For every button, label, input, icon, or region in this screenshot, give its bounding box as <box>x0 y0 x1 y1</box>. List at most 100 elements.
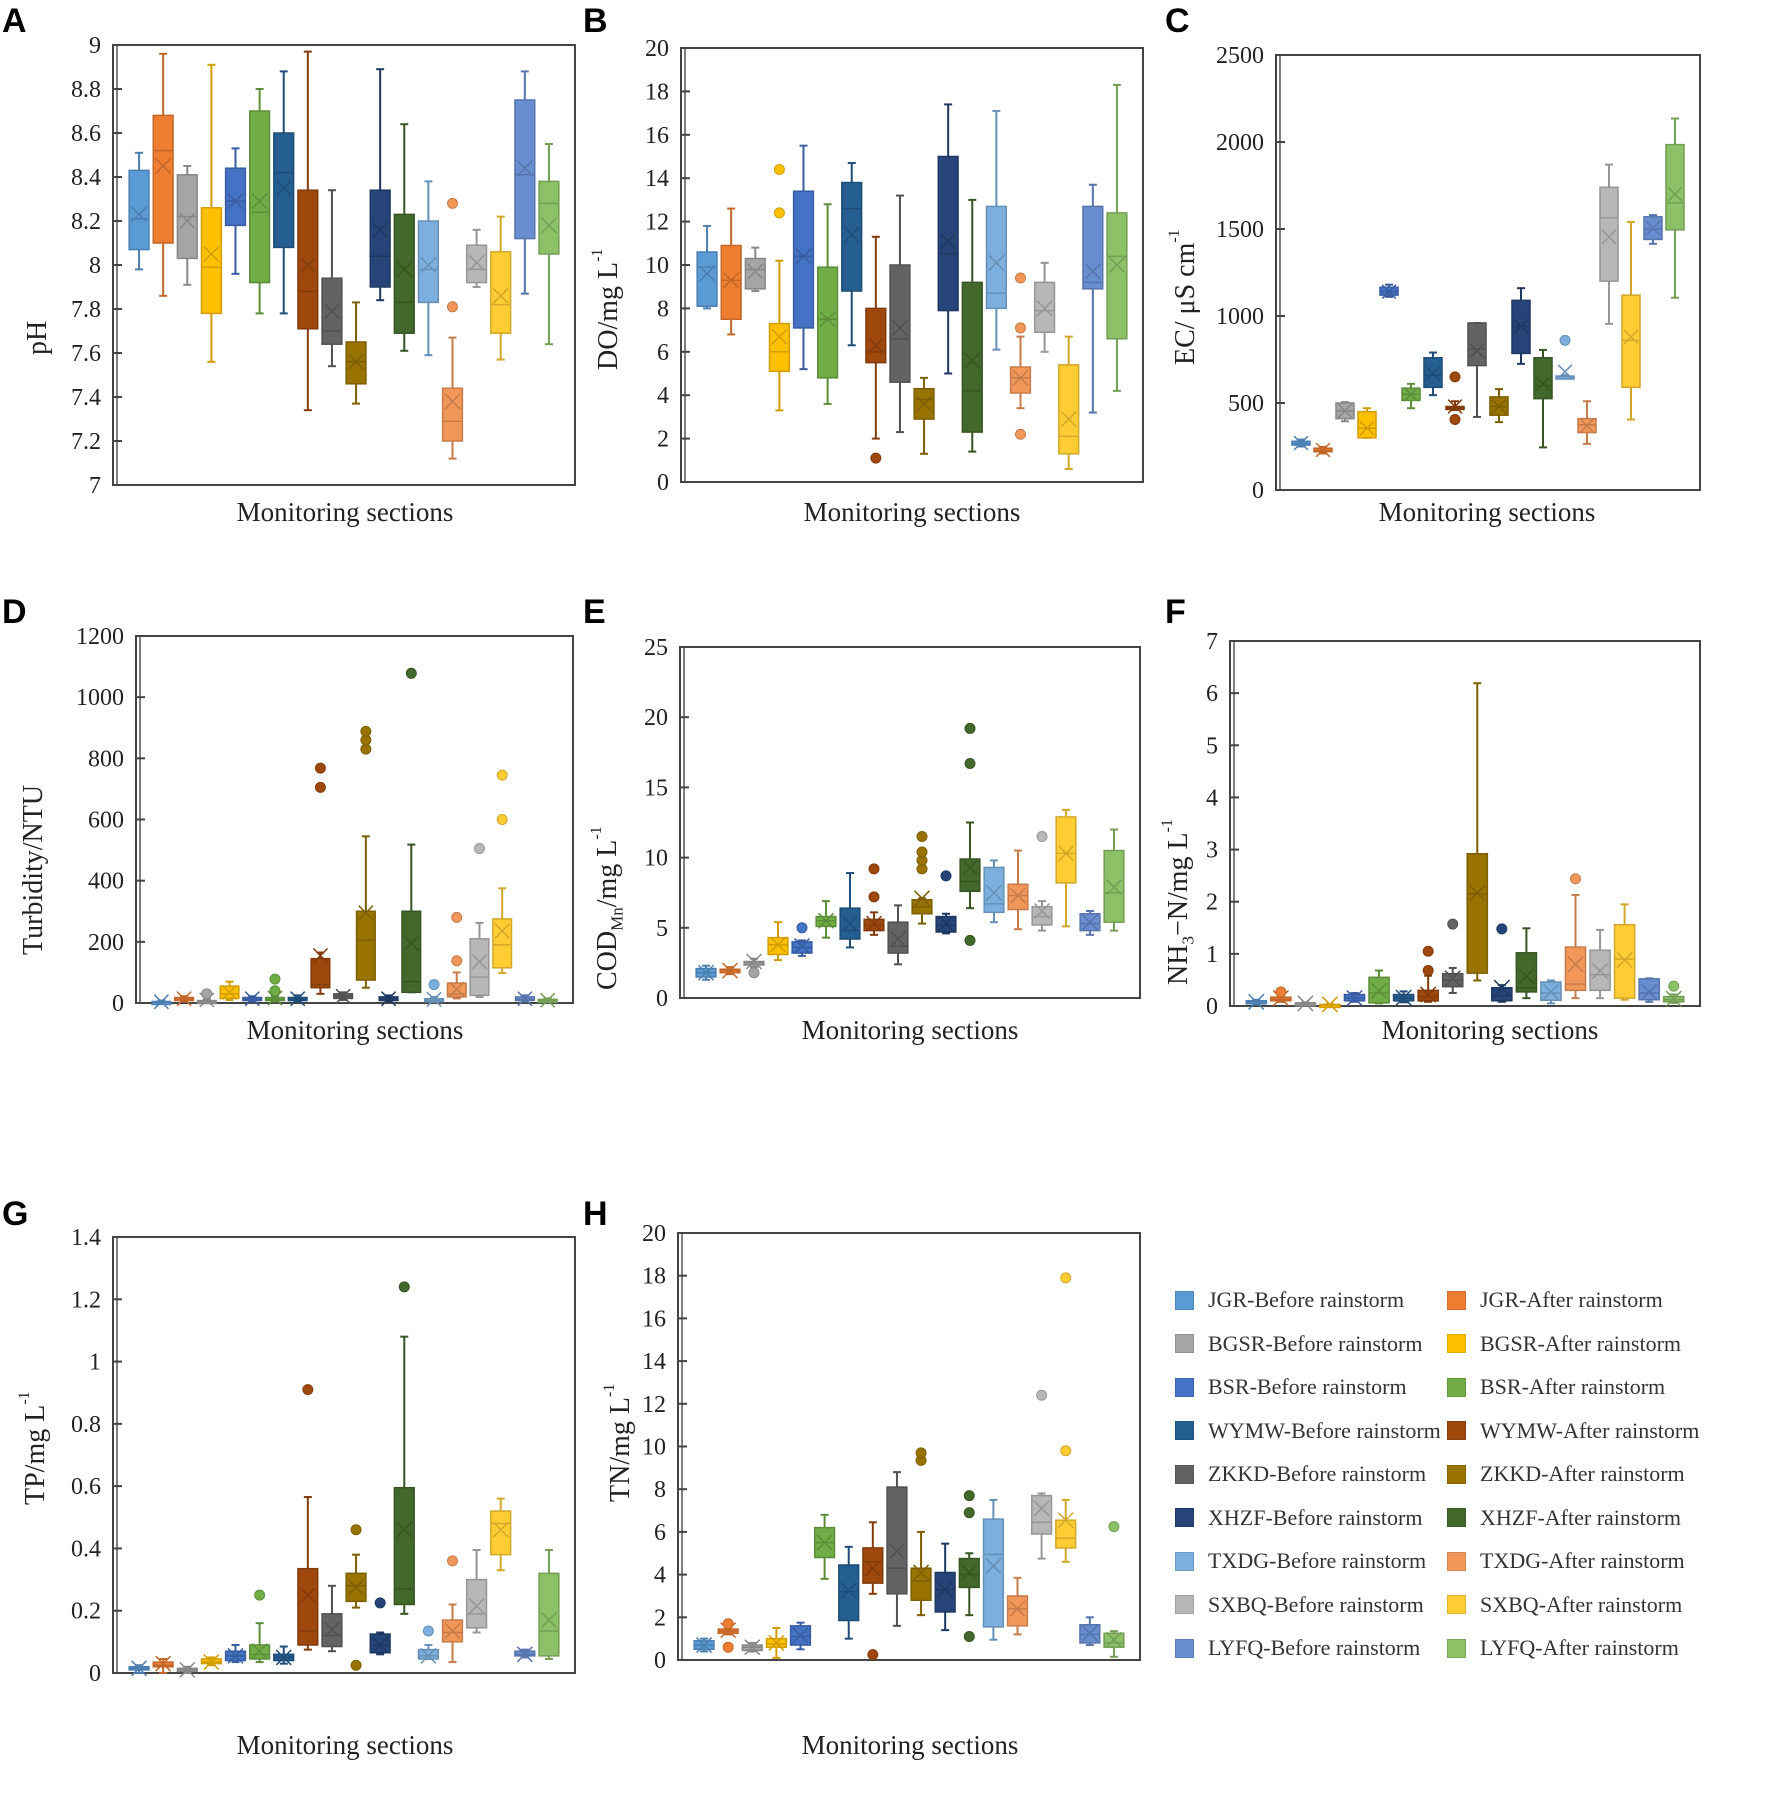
outlier-point <box>496 769 508 781</box>
box-iqr <box>1058 364 1080 455</box>
box-iqr <box>1392 993 1415 1002</box>
box-wymw-after-rainstorm <box>1445 371 1465 426</box>
y-axis-label-superscript: -1 <box>16 1391 33 1405</box>
outlier-point <box>1036 1389 1048 1401</box>
box-iqr <box>1357 410 1377 439</box>
box-xhzf-before-rainstorm <box>369 1597 391 1656</box>
box-iqr <box>490 1510 512 1556</box>
box-bgsr-after-rainstorm <box>219 980 240 1001</box>
box-iqr <box>1577 417 1597 434</box>
mean-marker <box>468 254 485 271</box>
mean-marker <box>203 245 220 263</box>
mean-marker <box>864 1560 881 1577</box>
mean-marker <box>985 1558 1002 1575</box>
mean-marker <box>1033 1500 1050 1517</box>
mean-marker <box>744 1639 761 1656</box>
mean-marker <box>227 193 244 210</box>
box-bgsr-after-rainstorm <box>200 63 223 363</box>
y-axis-label-text: TP/mg L <box>20 1404 51 1505</box>
y-tick-label: 7 <box>1206 629 1218 655</box>
box-iqr <box>1033 281 1056 334</box>
box-txdg-before-rainstorm <box>417 1625 440 1664</box>
box-zkkd-before-rainstorm <box>887 904 909 966</box>
outlier-point <box>964 722 976 734</box>
box-iqr <box>937 155 959 312</box>
mean-marker <box>540 217 557 234</box>
mean-marker <box>769 936 787 953</box>
mean-marker <box>251 193 268 210</box>
box-iqr <box>1007 883 1029 911</box>
box-xhzf-before-rainstorm <box>378 991 399 1007</box>
y-tick-label: 8.6 <box>71 121 101 147</box>
legend-label: XHZF-After rainstorm <box>1480 1504 1682 1530</box>
mean-marker <box>769 936 787 953</box>
box-xhzf-after-rainstorm <box>1533 348 1553 449</box>
box-iqr <box>1006 1595 1029 1627</box>
box-iqr <box>321 1613 343 1648</box>
box-iqr <box>1055 1519 1077 1549</box>
plot-frame <box>1275 54 1701 491</box>
box-txdg-before-rainstorm <box>1555 334 1575 380</box>
outlier-point <box>916 846 928 858</box>
x-axis-label: Monitoring sections <box>803 497 1021 527</box>
mean-marker <box>723 272 740 289</box>
outlier-point <box>428 979 440 991</box>
box-iqr <box>151 1000 172 1006</box>
y-tick-label: 7.4 <box>71 385 101 411</box>
mean-marker <box>275 179 292 197</box>
box-wymw-after-rainstorm <box>1417 945 1439 1003</box>
legend-swatch <box>1447 1377 1466 1397</box>
box-iqr <box>417 1648 440 1660</box>
legend-label: LYFQ-Before rainstorm <box>1208 1635 1421 1660</box>
box-iqr <box>1379 286 1399 296</box>
box-bsr-before-rainstorm <box>789 1621 812 1651</box>
box-iqr <box>1009 366 1032 394</box>
mean-marker <box>494 923 510 939</box>
box-iqr <box>1082 205 1104 290</box>
box-iqr <box>719 968 741 974</box>
outlier-point <box>963 1490 975 1502</box>
box-iqr <box>176 1667 198 1673</box>
mean-marker <box>1469 343 1485 359</box>
box-iqr <box>1401 387 1421 402</box>
y-tick-label: 4 <box>657 383 669 409</box>
mean-marker <box>1469 343 1485 359</box>
box-lyfq-before-rainstorm <box>1082 183 1104 414</box>
box-iqr <box>310 957 331 989</box>
box-txdg-after-rainstorm <box>446 911 467 1000</box>
y-tick-label: 1000 <box>76 685 124 711</box>
y-tick-label: 2 <box>657 427 669 453</box>
box-jgr-after-rainstorm <box>717 1618 739 1653</box>
y-tick-label: 18 <box>645 79 669 105</box>
mean-marker <box>1346 989 1363 1007</box>
box-iqr <box>696 251 718 307</box>
mean-marker <box>1567 956 1584 973</box>
mean-marker <box>697 964 715 981</box>
y-tick-label: 4 <box>654 1563 666 1589</box>
panel-letter-a: A <box>2 2 27 40</box>
mean-marker <box>372 1636 389 1654</box>
mean-marker <box>203 1654 220 1671</box>
box-txdg-after-rainstorm <box>1577 400 1597 445</box>
box-xhzf-before-rainstorm <box>937 103 959 375</box>
box-iqr <box>1489 396 1509 416</box>
box-bgsr-after-rainstorm <box>200 1654 223 1671</box>
box-lyfq-after-rainstorm <box>1106 83 1128 392</box>
mean-marker <box>940 233 957 250</box>
box-iqr <box>815 915 837 928</box>
mean-marker <box>471 954 488 970</box>
box-sxbq-after-rainstorm <box>1055 808 1077 928</box>
box-iqr <box>174 996 195 1002</box>
mean-marker <box>1542 983 1560 1001</box>
y-tick-label: 1.2 <box>71 1287 101 1313</box>
outlier-point <box>254 1589 266 1601</box>
mean-marker <box>937 1581 954 1598</box>
mean-marker <box>1381 284 1397 300</box>
legend-swatch <box>1447 1334 1466 1353</box>
y-axis-label-text: pH <box>22 320 53 355</box>
mean-marker <box>793 938 811 955</box>
mean-marker <box>444 1622 461 1640</box>
mean-marker <box>312 947 329 964</box>
outlier-point <box>360 743 372 755</box>
legend-swatch <box>1175 1551 1194 1571</box>
